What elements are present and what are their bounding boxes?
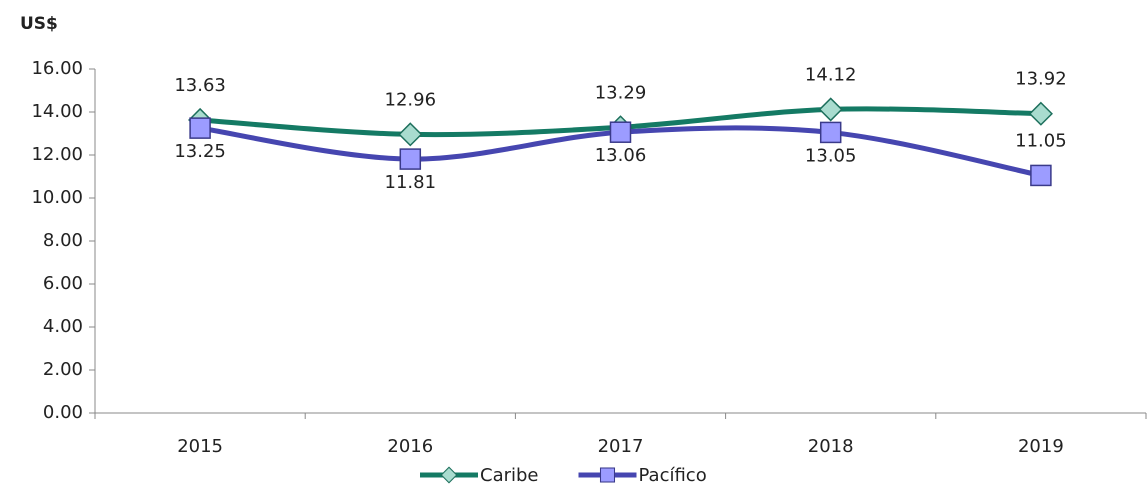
x-tick-label: 2015 <box>177 436 223 457</box>
x-tick-label: 2019 <box>1018 436 1064 457</box>
x-tick-label: 2016 <box>387 436 433 457</box>
legend-label: Caribe <box>480 465 539 486</box>
x-tick-label: 2017 <box>598 436 644 457</box>
marker <box>399 148 422 170</box>
marker <box>819 121 842 144</box>
marker <box>398 122 423 147</box>
y-tick-label: 8.00 <box>43 230 83 251</box>
data-label: 13.05 <box>805 145 857 166</box>
data-label: 13.29 <box>595 82 647 103</box>
data-label: 13.25 <box>174 141 226 162</box>
y-tick-label: 2.00 <box>43 359 83 380</box>
data-label: 13.92 <box>1015 69 1067 90</box>
data-label: 13.06 <box>595 145 647 166</box>
y-tick-label: 0.00 <box>43 402 83 423</box>
x-tick-label: 2018 <box>808 436 854 457</box>
marker <box>1030 164 1052 187</box>
y-tick-label: 12.00 <box>31 144 83 165</box>
marker <box>1028 101 1053 126</box>
marker <box>609 121 632 143</box>
y-tick-label: 4.00 <box>43 316 83 337</box>
chart-title: US$ <box>20 14 58 34</box>
y-tick-label: 14.00 <box>31 101 83 122</box>
data-label: 14.12 <box>805 64 857 85</box>
marker <box>189 117 211 139</box>
data-label: 12.96 <box>385 89 437 110</box>
y-tick-label: 16.00 <box>31 58 83 79</box>
y-tick-label: 10.00 <box>31 187 83 208</box>
y-tick-label: 6.00 <box>43 273 83 294</box>
legend-marker <box>599 467 616 483</box>
legend-label: Pacífico <box>639 465 707 486</box>
data-label: 11.05 <box>1015 130 1067 151</box>
legend-marker <box>440 466 458 484</box>
marker <box>818 97 843 122</box>
data-label: 13.63 <box>174 75 226 96</box>
data-label: 11.81 <box>385 172 437 193</box>
